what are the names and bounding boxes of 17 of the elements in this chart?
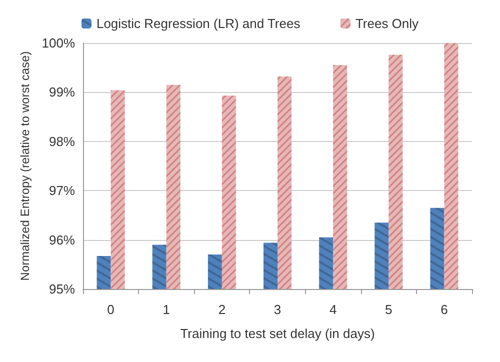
x-tick-label: 4 bbox=[329, 302, 337, 317]
x-tick-label: 6 bbox=[440, 302, 448, 317]
x-tick-label: 2 bbox=[218, 302, 226, 317]
y-tick-label: 95% bbox=[48, 282, 76, 296]
y-axis-title: Normalized Entropy (relative to worst case) bbox=[18, 51, 32, 281]
y-tick-label: 100% bbox=[42, 36, 76, 50]
x-tick-label: 1 bbox=[162, 302, 170, 317]
y-tick-label: 97% bbox=[48, 183, 76, 198]
y-tick-label: 96% bbox=[48, 232, 76, 248]
x-tick-label: 5 bbox=[385, 302, 392, 317]
y-tick-label: 99% bbox=[48, 84, 76, 100]
y-tick-label: 98% bbox=[48, 134, 76, 149]
x-tick-label: 3 bbox=[274, 302, 282, 317]
x-tick-label: 0 bbox=[107, 302, 114, 317]
legend-label: Logistic Regression (LR) and Trees bbox=[96, 16, 301, 31]
x-axis-title: Training to test set delay (in days) bbox=[180, 326, 375, 341]
legend-label: Trees Only bbox=[355, 16, 420, 31]
